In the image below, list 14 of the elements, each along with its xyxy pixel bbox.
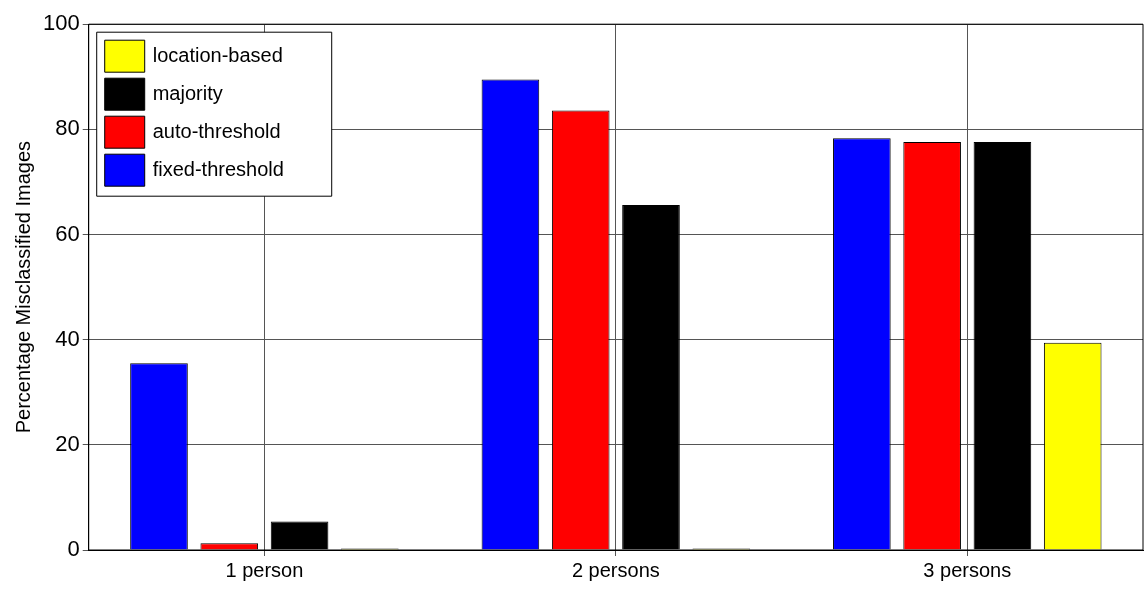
y-tick-label: 0 xyxy=(67,536,80,562)
legend-label: auto-threshold xyxy=(152,119,281,142)
y-tick-label: 20 xyxy=(55,430,80,456)
legend-label: majority xyxy=(152,81,223,104)
y-tick-label: 40 xyxy=(55,325,80,351)
y-axis-title: Percentage Misclassified Images xyxy=(11,140,34,434)
y-tick-label: 60 xyxy=(55,220,80,246)
y-tick-label: 80 xyxy=(55,115,80,141)
legend-label: fixed-threshold xyxy=(152,157,284,180)
y-tick-label: 100 xyxy=(42,10,80,36)
x-tick-label: 1 person xyxy=(225,558,304,581)
legend-label: location-based xyxy=(152,43,283,66)
x-tick-label: 2 persons xyxy=(571,558,660,581)
x-tick-label: 3 persons xyxy=(923,558,1012,581)
